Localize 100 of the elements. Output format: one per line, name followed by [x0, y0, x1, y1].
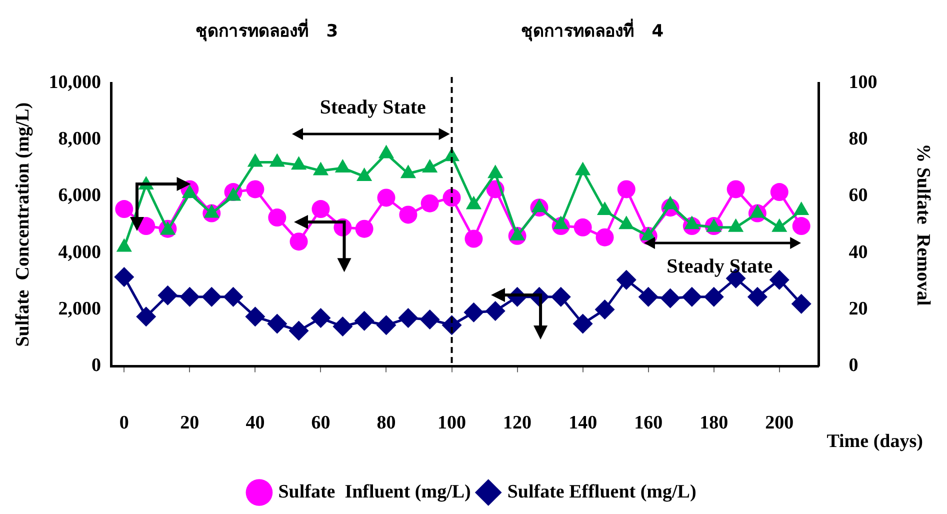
point: [377, 188, 396, 207]
point: [704, 286, 724, 307]
point: [772, 218, 788, 232]
point: [223, 286, 244, 307]
y2-tick-label: 40: [848, 242, 868, 263]
annotation: Steady State: [320, 96, 426, 119]
annotation: Steady State: [666, 255, 773, 278]
point: [334, 158, 350, 172]
point: [726, 180, 745, 198]
point: [553, 216, 569, 230]
point: [354, 310, 374, 331]
point: [684, 216, 700, 230]
point: [247, 153, 263, 167]
point: [442, 188, 461, 207]
text: ชุดการทดลองที่ 3: [195, 18, 338, 42]
point: [616, 270, 636, 290]
x-tick-label: 120: [503, 412, 532, 434]
point: [662, 196, 678, 210]
point: [464, 302, 484, 322]
point: [617, 180, 636, 198]
point: [531, 198, 548, 212]
point: [770, 183, 788, 202]
point: [682, 286, 702, 307]
y-axis-title: Sulfate Concentration (mg/L): [12, 102, 34, 347]
point: [310, 308, 331, 328]
y-tick-label: 10,000: [48, 72, 102, 93]
point: [182, 184, 198, 198]
point: [355, 220, 374, 238]
y2-tick-label: 0: [848, 355, 858, 376]
point: [202, 286, 222, 307]
point: [791, 294, 812, 314]
point: [660, 288, 680, 308]
point: [376, 315, 396, 336]
point: [269, 153, 285, 167]
point: [575, 162, 591, 176]
point: [288, 320, 309, 341]
point: [115, 200, 134, 218]
legend-label: Sulfate Influent (mg/L): [278, 481, 471, 502]
point: [422, 158, 438, 172]
point: [596, 201, 613, 215]
point: [246, 180, 264, 198]
point: [245, 306, 266, 327]
point: [160, 221, 176, 235]
point: [420, 194, 439, 212]
point: [378, 144, 394, 158]
point: [510, 226, 526, 240]
point: [706, 218, 722, 232]
y-tick-label: 0: [92, 355, 102, 376]
x-tick-label: 80: [376, 412, 396, 434]
point: [638, 286, 658, 307]
point: [114, 266, 134, 287]
x-axis-title: Time (days): [826, 431, 923, 452]
y2-tick-label: 60: [848, 185, 868, 206]
point: [332, 316, 353, 337]
point: [572, 314, 593, 334]
point: [356, 167, 372, 181]
point: [792, 217, 810, 236]
point: [204, 204, 220, 218]
point: [466, 196, 482, 210]
point: [268, 208, 286, 227]
y2-tick-label: 80: [848, 128, 868, 150]
y2-tick-label: 20: [848, 298, 868, 320]
point: [398, 308, 418, 328]
point: [136, 306, 156, 327]
x-tick-label: 180: [700, 412, 728, 434]
x-tick-label: 40: [246, 412, 265, 434]
point: [180, 286, 200, 307]
point: [485, 300, 506, 321]
x-tick-label: 100: [438, 412, 466, 434]
point: [267, 314, 288, 334]
point: [312, 162, 329, 176]
point: [158, 285, 178, 306]
y-tick-label: 2,000: [58, 298, 102, 320]
point: [488, 164, 504, 178]
point: [594, 300, 615, 320]
y2-axis-title: % Sulfate Removal: [912, 144, 934, 306]
point: [312, 200, 330, 218]
y-tick-label: 6,000: [58, 185, 102, 206]
point: [225, 187, 242, 201]
x-tick-label: 200: [765, 412, 794, 434]
point: [464, 230, 483, 248]
point: [794, 201, 810, 215]
point: [596, 228, 614, 246]
point: [290, 156, 307, 170]
point: [399, 206, 418, 224]
x-tick-label: 0: [119, 412, 129, 434]
point: [290, 232, 308, 251]
point: [728, 218, 744, 232]
y-tick-label: 4,000: [58, 242, 102, 263]
text: ชุดการทดลองที่ 4: [520, 18, 664, 42]
point: [574, 218, 592, 236]
point: [116, 238, 132, 252]
y-tick-label: 8,000: [58, 128, 102, 150]
point: [750, 204, 766, 218]
legend-label: Sulfate Effluent (mg/L): [507, 481, 696, 502]
x-tick-label: 140: [568, 412, 598, 434]
point: [618, 216, 634, 230]
x-tick-label: 160: [634, 412, 663, 434]
point: [747, 286, 768, 307]
x-tick-label: 20: [180, 412, 200, 434]
